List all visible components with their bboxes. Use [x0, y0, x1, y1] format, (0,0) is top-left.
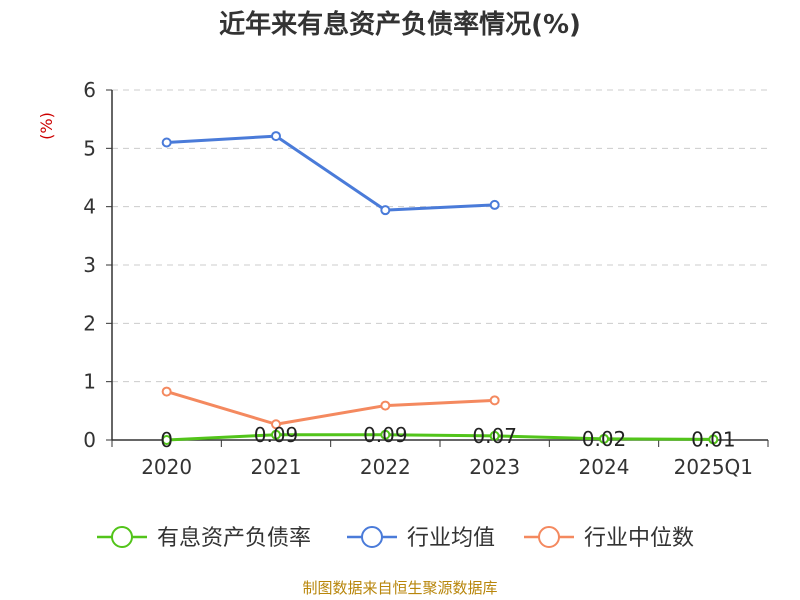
x-tick-label: 2023	[469, 455, 520, 479]
data-label: 0.01	[691, 427, 736, 451]
legend-label: 有息资产负债率	[157, 526, 311, 551]
axes: 0 1 2 3 4 5 6 2020 2021 2022 2023 2024 2025Q1	[83, 78, 769, 479]
data-point[interactable]	[380, 400, 391, 411]
legend-marker-icon	[538, 526, 560, 548]
series-line	[166, 433, 714, 442]
x-tick-label: 2025Q1	[674, 455, 753, 479]
data-point[interactable]	[380, 205, 391, 216]
chart-title: 近年来有息资产负债率情况(%)	[219, 9, 581, 40]
grid-lines	[112, 89, 768, 383]
legend[interactable]: 有息资产负债率 行业均值 行业中位数	[97, 526, 694, 551]
data-point[interactable]	[380, 429, 391, 440]
data-point[interactable]	[708, 434, 719, 445]
data-label: 0.09	[254, 423, 299, 447]
data-label: 0	[160, 428, 173, 452]
y-axis-label: (%)	[37, 112, 56, 140]
legend-label: 行业中位数	[584, 526, 694, 551]
data-point[interactable]	[599, 433, 609, 444]
data-point[interactable]	[271, 419, 281, 430]
data-point[interactable]	[161, 137, 172, 148]
series-line	[166, 390, 495, 426]
legend-label: 行业均值	[407, 526, 495, 551]
data-point[interactable]	[161, 386, 172, 397]
legend-marker-icon	[111, 526, 133, 548]
data-point[interactable]	[489, 199, 500, 210]
y-tick-label: 0	[83, 428, 96, 452]
data-point[interactable]	[489, 430, 500, 441]
legend-item[interactable]: 有息资产负债率	[97, 526, 311, 551]
data-point[interactable]	[489, 395, 500, 406]
x-tick-label: 2024	[579, 455, 630, 479]
series-lines	[161, 131, 719, 445]
data-label: 0.02	[582, 427, 627, 451]
y-tick-label: 5	[83, 136, 96, 160]
data-point[interactable]	[161, 435, 172, 445]
y-tick-label: 2	[83, 311, 96, 335]
data-labels: 0 0.09 0.09 0.07 0.02 0.01	[160, 423, 735, 452]
data-point[interactable]	[271, 429, 281, 440]
source-note: 制图数据来自恒生聚源数据库	[302, 579, 497, 597]
x-tick-label: 2021	[251, 455, 302, 479]
y-tick-label: 1	[83, 370, 96, 394]
legend-item[interactable]: 行业均值	[347, 526, 495, 551]
y-tick-label: 4	[83, 195, 96, 219]
data-point[interactable]	[271, 131, 281, 142]
x-tick-label: 2022	[360, 455, 411, 479]
legend-item[interactable]: 行业中位数	[524, 526, 694, 551]
y-tick-label: 3	[83, 253, 96, 277]
data-label: 0.07	[472, 424, 517, 448]
legend-marker-icon	[361, 526, 383, 548]
y-tick-label: 6	[83, 78, 96, 102]
data-label: 0.09	[363, 423, 408, 447]
series-line	[166, 134, 495, 212]
x-tick-label: 2020	[141, 455, 192, 479]
